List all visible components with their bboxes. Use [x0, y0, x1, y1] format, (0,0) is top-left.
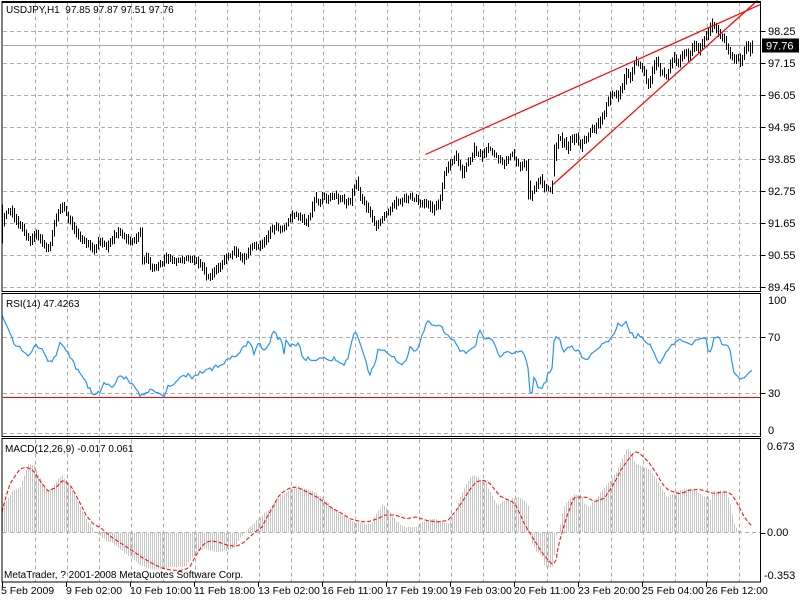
- svg-text:92.75: 92.75: [768, 186, 796, 198]
- svg-text:90.55: 90.55: [768, 250, 796, 262]
- svg-text:70: 70: [768, 332, 780, 344]
- svg-text:25 Feb 04:00: 25 Feb 04:00: [642, 585, 704, 597]
- svg-text:0.673: 0.673: [767, 441, 795, 453]
- svg-text:-0.353: -0.353: [764, 570, 795, 582]
- svg-text:97.76: 97.76: [766, 41, 794, 53]
- svg-text:13 Feb 02:00: 13 Feb 02:00: [258, 585, 320, 597]
- svg-text:20 Feb 11:00: 20 Feb 11:00: [514, 585, 575, 597]
- svg-text:10 Feb 10:00: 10 Feb 10:00: [130, 585, 192, 597]
- svg-text:0.00: 0.00: [767, 527, 788, 539]
- svg-text:97.15: 97.15: [768, 58, 796, 70]
- svg-text:USDJPY,H1 97.85 97.87 97.51 9: USDJPY,H1 97.85 97.87 97.51 97.76: [6, 5, 174, 16]
- svg-text:96.05: 96.05: [768, 90, 796, 102]
- svg-text:MetaTrader, ? 2001-2008 MetaQu: MetaTrader, ? 2001-2008 MetaQuotes Softw…: [4, 570, 243, 581]
- svg-text:11 Feb 18:00: 11 Feb 18:00: [194, 585, 255, 597]
- svg-text:89.45: 89.45: [768, 282, 796, 294]
- svg-text:23 Feb 20:00: 23 Feb 20:00: [578, 585, 640, 597]
- svg-text:MACD(12,26,9) -0.017 0.061: MACD(12,26,9) -0.017 0.061: [5, 444, 134, 455]
- svg-text:RSI(14) 47.4263: RSI(14) 47.4263: [6, 299, 80, 310]
- svg-text:100: 100: [768, 295, 786, 307]
- svg-text:93.85: 93.85: [768, 154, 796, 166]
- svg-text:9 Feb 02:00: 9 Feb 02:00: [66, 585, 122, 597]
- svg-text:98.25: 98.25: [768, 26, 796, 38]
- svg-text:17 Feb 19:00: 17 Feb 19:00: [386, 585, 448, 597]
- svg-text:30: 30: [768, 388, 780, 400]
- svg-text:19 Feb 03:00: 19 Feb 03:00: [450, 585, 512, 597]
- svg-text:0: 0: [768, 425, 774, 437]
- svg-text:91.65: 91.65: [768, 218, 796, 230]
- svg-text:5 Feb 2009: 5 Feb 2009: [1, 585, 54, 597]
- svg-text:94.95: 94.95: [768, 122, 796, 134]
- svg-text:16 Feb 11:00: 16 Feb 11:00: [322, 585, 383, 597]
- svg-text:26 Feb 12:00: 26 Feb 12:00: [706, 585, 768, 597]
